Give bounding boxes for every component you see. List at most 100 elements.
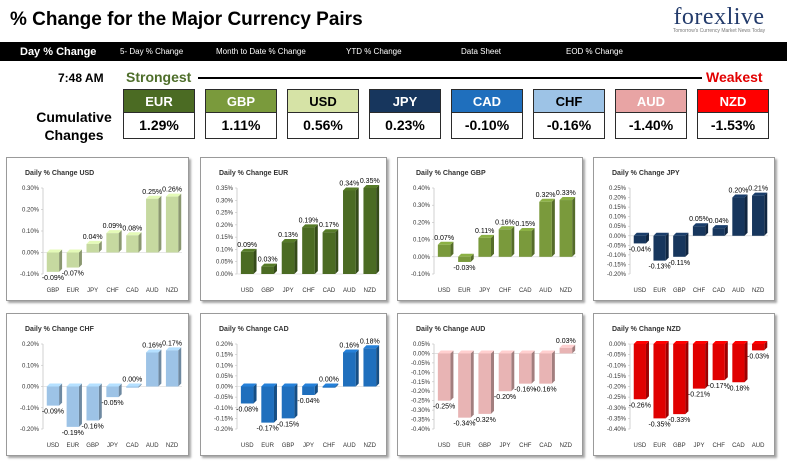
- x-tick-label: EUR: [458, 443, 471, 449]
- bar-top: [498, 226, 515, 230]
- y-tick-label: 0.00%: [609, 234, 627, 240]
- x-tick-label: GBP: [478, 443, 491, 449]
- bar-face: [261, 266, 274, 274]
- x-tick-label: JPY: [107, 443, 118, 449]
- bar-top: [539, 198, 555, 202]
- currency-code: CHF: [534, 90, 604, 113]
- y-tick-label: -0.20%: [607, 272, 627, 278]
- x-tick-label: EUR: [653, 443, 666, 449]
- bar-nzd: [363, 345, 380, 387]
- weakest-label: Weakest: [706, 69, 763, 85]
- y-tick-label: -0.20%: [607, 385, 627, 391]
- bar-top: [732, 194, 748, 198]
- x-tick-label: USD: [438, 288, 451, 294]
- data-label: 0.26%: [162, 187, 182, 194]
- bar-side: [450, 350, 454, 401]
- y-tick-label: -0.30%: [411, 408, 431, 414]
- bar-jpy: [281, 239, 298, 274]
- chart-panel-6: Daily % Change CAD -0.20% -0.15% -0.10% -0.0…: [200, 313, 387, 456]
- bar-face: [261, 386, 274, 423]
- bar-face: [363, 348, 377, 387]
- bar-side: [253, 383, 257, 404]
- bar-usd: [240, 383, 257, 404]
- strength-scale-line: [198, 77, 702, 79]
- y-tick-label: 0.20%: [22, 208, 40, 214]
- forexlive-logo[interactable]: forexlive Tomorrow's Currency Market New…: [659, 4, 779, 38]
- bar-side: [705, 341, 709, 389]
- currency-code: JPY: [370, 90, 440, 113]
- bar-side: [314, 383, 318, 395]
- x-tick-label: JPY: [479, 288, 490, 294]
- bar-face: [478, 237, 492, 257]
- bar-top: [302, 383, 318, 387]
- bar-side: [253, 248, 257, 274]
- y-tick-label: -0.05%: [607, 243, 627, 249]
- y-tick-label: -0.20%: [411, 389, 431, 395]
- bar-side: [118, 383, 122, 398]
- bar-eur: [261, 383, 277, 423]
- bar-chart: Daily % Change AUD-0.40%-0.35%-0.30%-0.2…: [411, 326, 576, 449]
- bar-top: [46, 383, 63, 387]
- nav-item-data-sheet[interactable]: Data Sheet: [461, 47, 502, 56]
- chart-panel-3: Daily % Change GBP -0.10% 0.00% 0.10% 0.20% 0…: [397, 157, 583, 301]
- chart-panel-2: Daily % Change EUR 0.00% 0.05% 0.10% 0.15% 0.…: [200, 157, 387, 301]
- bar-face: [343, 352, 356, 387]
- bar-nzd: [363, 185, 380, 274]
- y-tick-label: 0.05%: [216, 374, 234, 380]
- chart-panel-7: Daily % Change AUD -0.40% -0.35% -0.30% -0.2…: [397, 313, 583, 456]
- bar-top: [437, 350, 454, 354]
- y-tick-label: 0.10%: [22, 229, 40, 235]
- y-tick-label: -0.40%: [607, 427, 627, 433]
- bar-top: [458, 253, 474, 257]
- bar-face: [281, 242, 295, 274]
- nav-item-5-day-change[interactable]: 5- Day % Change: [120, 47, 184, 56]
- chart-title: Daily % Change AUD: [416, 326, 485, 333]
- y-tick-label: -0.10%: [20, 272, 40, 278]
- data-label: 0.00%: [122, 377, 142, 384]
- x-tick-label: GBP: [673, 443, 686, 449]
- y-tick-label: 0.00%: [609, 342, 627, 348]
- x-tick-label: EUR: [66, 288, 79, 294]
- nav-item-month-to-date-change[interactable]: Month to Date % Change: [216, 47, 306, 56]
- currency-code: EUR: [124, 90, 194, 113]
- y-tick-label: -0.15%: [214, 416, 234, 422]
- y-tick-label: 0.05%: [609, 224, 627, 230]
- bar-nzd: [165, 347, 182, 387]
- nav-item-ytd-change[interactable]: YTD % Change: [346, 47, 402, 56]
- bar-face: [240, 386, 254, 404]
- bar-top: [240, 248, 257, 252]
- bar-top: [518, 228, 535, 231]
- y-tick-label: 0.10%: [216, 247, 234, 253]
- chart-title: Daily % Change NZD: [612, 326, 681, 333]
- x-tick-label: USD: [241, 288, 254, 294]
- chart-title: Daily % Change USD: [25, 170, 94, 177]
- bar-face: [712, 228, 725, 236]
- nav-item-day-change[interactable]: Day % Change: [20, 45, 97, 58]
- bar-face: [146, 352, 159, 387]
- bar-face: [363, 188, 377, 274]
- bar-side: [645, 232, 649, 244]
- bar-side: [764, 192, 768, 236]
- bar-side: [531, 350, 535, 384]
- y-tick-label: -0.15%: [607, 374, 627, 380]
- bar-face: [86, 386, 99, 421]
- bar-nzd: [559, 197, 576, 257]
- x-tick-label: CHF: [499, 288, 512, 294]
- bar-chf: [498, 226, 515, 257]
- y-tick-label: 0.35%: [216, 186, 234, 192]
- bar-top: [633, 232, 649, 236]
- bar-top: [165, 347, 182, 351]
- bar-eur: [653, 232, 669, 261]
- bar-cad: [539, 350, 555, 384]
- bar-top: [752, 192, 768, 196]
- bar-chf: [518, 350, 535, 384]
- bar-face: [518, 353, 532, 384]
- bar-side: [59, 249, 63, 272]
- bar-jpy: [692, 341, 709, 389]
- nav-item-eod-change[interactable]: EOD % Change: [566, 47, 623, 56]
- data-label: -0.17%: [257, 426, 279, 433]
- bar-face: [343, 190, 356, 274]
- currency-code: AUD: [616, 90, 686, 113]
- bar-eur: [458, 253, 474, 262]
- bar-side: [273, 383, 277, 423]
